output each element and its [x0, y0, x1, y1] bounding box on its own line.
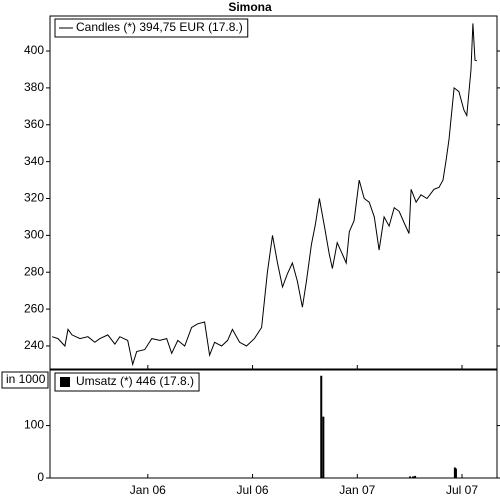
chart-title: Simona — [228, 0, 272, 14]
price-line — [51, 23, 478, 367]
volume-bar — [320, 375, 323, 478]
volume-bar — [322, 416, 325, 478]
y-tick-label: 280 — [24, 264, 44, 278]
y-tick-label: 240 — [24, 338, 44, 352]
y-tick-label: 340 — [24, 154, 44, 168]
unit-label: in 1000 — [6, 372, 46, 386]
y-tick-label: 300 — [24, 228, 44, 242]
x-tick-label: Jan 06 — [130, 483, 166, 497]
price-frame — [49, 15, 498, 370]
unit-box — [1, 371, 49, 389]
y-tick-label: 260 — [24, 301, 44, 315]
volume-bar — [453, 467, 456, 478]
volume-bar — [414, 475, 417, 478]
y-tick-label: 380 — [24, 80, 44, 94]
y-tick-label: 320 — [24, 191, 44, 205]
x-tick-label: Jul 06 — [237, 483, 269, 497]
y-tick-label: 0 — [37, 470, 44, 484]
legend-box — [54, 18, 249, 38]
volume-frame — [49, 369, 498, 479]
legend-label: Candles (*) 394,75 EUR (17.8.) — [76, 20, 243, 34]
y-tick-label: 100 — [24, 418, 44, 432]
legend-label: Umsatz (*) 446 (17.8.) — [76, 374, 194, 388]
volume-bar — [409, 476, 412, 478]
y-tick-label: 400 — [24, 43, 44, 57]
x-tick-label: Jul 07 — [446, 483, 478, 497]
x-tick-label: Jan 07 — [339, 483, 375, 497]
y-tick-label: 360 — [24, 117, 44, 131]
volume-bar — [412, 476, 415, 478]
legend-swatch — [60, 377, 70, 387]
volume-bar — [454, 468, 457, 478]
legend-box — [54, 372, 200, 392]
